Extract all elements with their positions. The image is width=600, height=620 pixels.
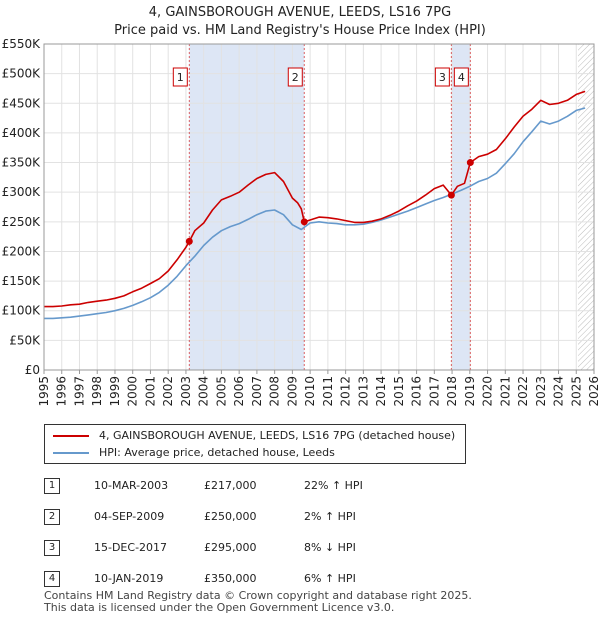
chart-title-block: 4, GAINSBOROUGH AVENUE, LEEDS, LS16 7PG … bbox=[0, 4, 600, 40]
x-tick-label: 2019 bbox=[463, 376, 477, 407]
y-tick-label: £100K bbox=[2, 304, 42, 318]
sale-marker-label: 3 bbox=[439, 71, 446, 84]
sales-row: 4 10-JAN-2019 £350,000 6% ↑ HPI bbox=[44, 563, 363, 594]
sales-row: 2 04-SEP-2009 £250,000 2% ↑ HPI bbox=[44, 501, 363, 532]
sale-marker-label: 1 bbox=[177, 71, 184, 84]
x-tick-label: 2024 bbox=[552, 376, 566, 407]
x-tick-label: 2003 bbox=[179, 376, 193, 407]
x-tick-label: 2008 bbox=[268, 376, 282, 407]
sale-hpi-change: 6% ↑ HPI bbox=[304, 572, 356, 585]
sale-number-badge: 2 bbox=[44, 508, 60, 525]
sale-number-badge: 1 bbox=[44, 477, 60, 494]
chart-subtitle: Price paid vs. HM Land Registry's House … bbox=[114, 23, 486, 38]
sale-point bbox=[466, 159, 474, 167]
sale-marker-label: 4 bbox=[458, 71, 465, 84]
legend-item-price: 4, GAINSBOROUGH AVENUE, LEEDS, LS16 7PG … bbox=[53, 428, 455, 444]
y-tick-label: £0 bbox=[25, 363, 40, 377]
x-tick-label: 1995 bbox=[37, 376, 51, 407]
y-tick-label: £50K bbox=[9, 333, 41, 347]
sale-price: £295,000 bbox=[204, 541, 257, 554]
footer-attribution: Contains HM Land Registry data © Crown c… bbox=[44, 590, 472, 614]
sale-date: 10-MAR-2003 bbox=[94, 479, 169, 492]
chart-title: 4, GAINSBOROUGH AVENUE, LEEDS, LS16 7PG bbox=[148, 5, 452, 20]
footer-line-1: Contains HM Land Registry data © Crown c… bbox=[44, 589, 472, 602]
shaded-period bbox=[189, 44, 305, 370]
price-chart: 1 2 3 4 £0 £50K £100K £150K £200K £250K £300K £350K… bbox=[2, 37, 600, 407]
sale-number-badge: 4 bbox=[44, 570, 60, 587]
x-tick-label: 2001 bbox=[143, 376, 157, 407]
x-tick-label: 2023 bbox=[534, 376, 548, 407]
sale-hpi-change: 8% ↓ HPI bbox=[304, 541, 356, 554]
x-tick-label: 2000 bbox=[126, 376, 140, 407]
x-tick-label: 2005 bbox=[214, 376, 228, 407]
sale-point bbox=[447, 191, 455, 199]
y-tick-label: £350K bbox=[2, 156, 42, 170]
y-tick-label: £250K bbox=[2, 215, 42, 229]
x-tick-label: 2012 bbox=[339, 376, 353, 407]
x-tick-label: 1999 bbox=[108, 376, 122, 407]
sale-price: £250,000 bbox=[204, 510, 257, 523]
footer-line-2: This data is licensed under the Open Gov… bbox=[44, 601, 395, 614]
legend-hpi-swatch bbox=[53, 452, 89, 454]
x-tick-label: 2018 bbox=[445, 376, 459, 407]
x-tick-label: 2016 bbox=[410, 376, 424, 407]
sale-point bbox=[300, 218, 308, 226]
future-hatch bbox=[578, 44, 594, 370]
x-tick-label: 2011 bbox=[321, 376, 335, 407]
legend-price-label: 4, GAINSBOROUGH AVENUE, LEEDS, LS16 7PG … bbox=[99, 429, 456, 442]
x-tick-label: 2007 bbox=[250, 376, 264, 407]
sale-date: 15-DEC-2017 bbox=[94, 541, 168, 554]
y-tick-label: £400K bbox=[2, 126, 42, 140]
x-tick-label: 2026 bbox=[587, 376, 600, 407]
sale-date: 10-JAN-2019 bbox=[94, 572, 164, 585]
hpi-line bbox=[44, 107, 586, 320]
legend-price-swatch bbox=[53, 435, 89, 437]
y-tick-label: £500K bbox=[2, 67, 42, 81]
x-tick-label: 2010 bbox=[303, 376, 317, 407]
sale-hpi-change: 2% ↑ HPI bbox=[304, 510, 356, 523]
sale-marker-box bbox=[172, 67, 188, 87]
y-tick-label: £450K bbox=[2, 96, 42, 110]
x-tick-label: 1998 bbox=[90, 376, 104, 407]
x-tick-label: 2020 bbox=[481, 376, 495, 407]
sales-row: 1 10-MAR-2003 £217,000 22% ↑ HPI bbox=[44, 470, 363, 501]
legend-item-hpi: HPI: Average price, detached house, Leed… bbox=[53, 445, 335, 461]
chart-legend: 4, GAINSBOROUGH AVENUE, LEEDS, LS16 7PG … bbox=[44, 424, 466, 464]
y-tick-label: £150K bbox=[2, 274, 42, 288]
sale-marker-box bbox=[287, 67, 303, 87]
sale-marker-box bbox=[453, 67, 469, 87]
sale-number-badge: 3 bbox=[44, 539, 60, 556]
plot-frame bbox=[43, 43, 595, 371]
x-tick-label: 1997 bbox=[72, 376, 86, 407]
sale-marker-box bbox=[434, 67, 450, 87]
sale-hpi-change: 22% ↑ HPI bbox=[304, 479, 363, 492]
x-tick-label: 2017 bbox=[427, 376, 441, 407]
x-tick-label: 2015 bbox=[392, 376, 406, 407]
sale-date: 04-SEP-2009 bbox=[94, 510, 165, 523]
sale-price: £217,000 bbox=[204, 479, 257, 492]
x-tick-label: 2004 bbox=[197, 376, 211, 407]
x-tick-label: 2021 bbox=[498, 376, 512, 407]
x-tick-label: 2014 bbox=[374, 376, 388, 407]
sales-row: 3 15-DEC-2017 £295,000 8% ↓ HPI bbox=[44, 532, 363, 563]
sales-table: 1 10-MAR-2003 £217,000 22% ↑ HPI 2 04-SE… bbox=[44, 470, 363, 594]
x-tick-label: 2022 bbox=[516, 376, 530, 407]
sale-marker-label: 2 bbox=[292, 71, 299, 84]
x-tick-label: 2013 bbox=[356, 376, 370, 407]
plot-area bbox=[44, 44, 594, 370]
y-tick-label: £300K bbox=[2, 185, 42, 199]
sale-point bbox=[185, 237, 193, 245]
y-tick-label: £200K bbox=[2, 244, 42, 258]
legend-hpi-label: HPI: Average price, detached house, Leed… bbox=[99, 446, 335, 459]
y-tick-label: £550K bbox=[2, 37, 42, 51]
sale-price: £350,000 bbox=[204, 572, 257, 585]
x-tick-label: 2006 bbox=[232, 376, 246, 407]
x-tick-label: 1996 bbox=[55, 376, 69, 407]
x-tick-label: 2009 bbox=[285, 376, 299, 407]
x-tick-label: 2025 bbox=[569, 376, 583, 407]
x-tick-label: 2002 bbox=[161, 376, 175, 407]
shaded-period bbox=[451, 44, 471, 370]
